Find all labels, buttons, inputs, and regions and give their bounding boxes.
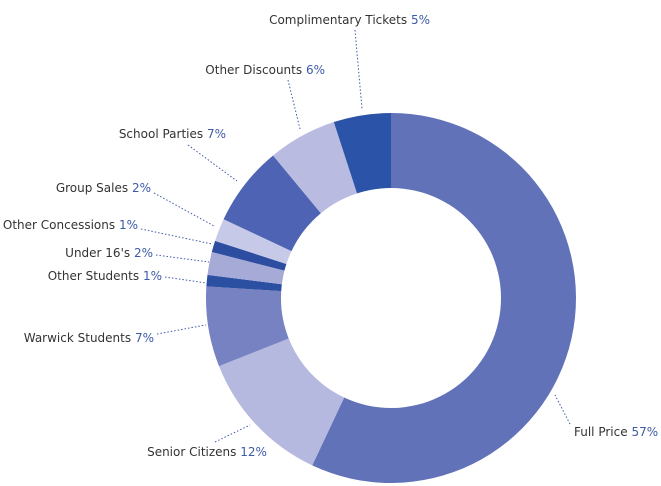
label-value: 2% — [132, 181, 151, 195]
label-name: Other Discounts — [205, 63, 302, 77]
label-name: Complimentary Tickets — [269, 13, 407, 27]
label-name: Warwick Students — [24, 331, 131, 345]
donut-slice — [211, 240, 287, 271]
slice-label: Other Students 1% — [48, 269, 162, 283]
slice-label: Other Discounts 6% — [205, 63, 325, 77]
label-value: 2% — [134, 246, 153, 260]
leader-line — [153, 192, 215, 227]
leader-line — [155, 254, 210, 263]
label-name: Other Concessions — [3, 218, 115, 232]
label-name: Senior Citizens — [147, 445, 236, 459]
slice-label: Under 16's 2% — [65, 246, 153, 260]
slice-label: Senior Citizens 12% — [147, 445, 267, 459]
donut-slice — [273, 122, 358, 214]
label-value: 1% — [143, 269, 162, 283]
slice-label: School Parties 7% — [119, 127, 226, 141]
donut-slice — [206, 274, 282, 292]
label-value: 57% — [631, 425, 658, 439]
slice-label: Complimentary Tickets 5% — [269, 13, 430, 27]
donut-slice — [215, 219, 292, 265]
leader-line — [164, 276, 207, 284]
label-value: 7% — [135, 331, 154, 345]
label-name: Under 16's — [65, 246, 130, 260]
label-name: School Parties — [119, 127, 203, 141]
label-name: Other Students — [48, 269, 139, 283]
slice-label: Group Sales 2% — [56, 181, 151, 195]
leader-line — [187, 144, 238, 182]
leader-line — [554, 394, 571, 425]
slice-label: Full Price 57% — [574, 425, 658, 439]
leader-line — [214, 424, 251, 443]
donut-slice — [333, 113, 391, 194]
donut-slice — [223, 155, 321, 252]
label-value: 6% — [306, 63, 325, 77]
label-value: 12% — [240, 445, 267, 459]
label-value: 1% — [119, 218, 138, 232]
label-value: 7% — [207, 127, 226, 141]
donut-slice — [218, 338, 345, 466]
leader-line — [140, 228, 213, 245]
leader-line — [354, 29, 363, 110]
slice-label: Warwick Students 7% — [24, 331, 154, 345]
label-name: Full Price — [574, 425, 628, 439]
slice-label: Other Concessions 1% — [3, 218, 138, 232]
leader-line — [287, 79, 301, 130]
donut-slice — [206, 286, 289, 367]
label-name: Group Sales — [56, 181, 128, 195]
label-value: 5% — [411, 13, 430, 27]
donut-slice — [312, 113, 576, 483]
donut-slice — [207, 251, 285, 285]
leader-line — [156, 324, 207, 335]
